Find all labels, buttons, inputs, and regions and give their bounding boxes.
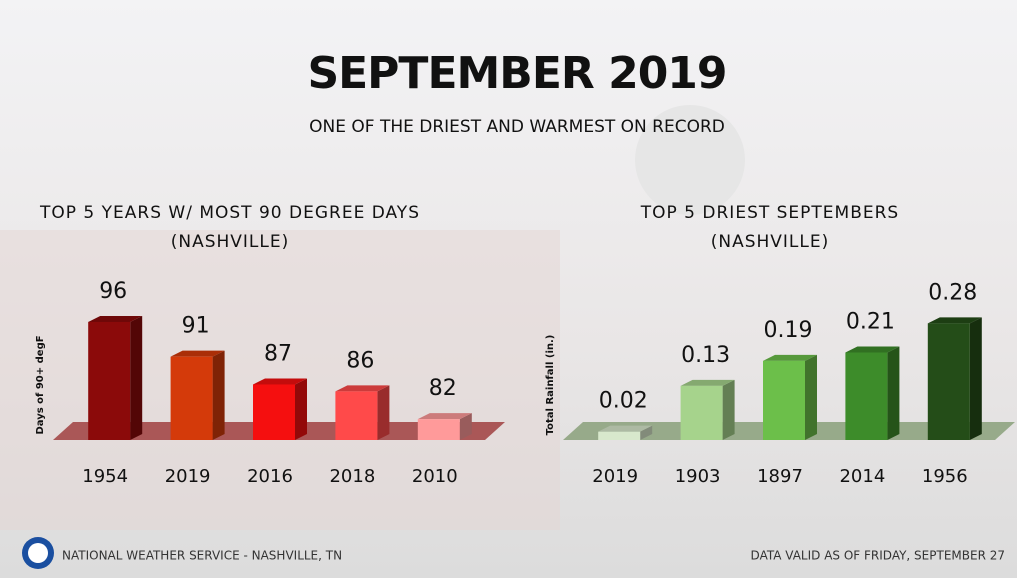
x-tick-label: 1956 <box>922 466 968 487</box>
x-tick-label: 2010 <box>412 466 458 487</box>
x-tick-label: 2019 <box>165 466 211 487</box>
footer-right: DATA VALID AS OF FRIDAY, SEPTEMBER 27 <box>751 549 1005 563</box>
bar <box>88 322 130 440</box>
infographic: SEPTEMBER 2019 ONE OF THE DRIEST AND WAR… <box>0 0 1017 578</box>
bar-side <box>377 385 389 440</box>
chart-title: TOP 5 YEARS W/ MOST 90 DEGREE DAYS <box>39 203 420 223</box>
bar-side <box>805 355 817 440</box>
nws-logo-inner <box>28 543 48 563</box>
value-label: 0.19 <box>764 318 813 343</box>
chart-title: TOP 5 DRIEST SEPTEMBERS <box>640 203 899 223</box>
y-axis-label: Days of 90+ degF <box>35 335 46 434</box>
x-tick-label: 1897 <box>757 466 803 487</box>
page-title: SEPTEMBER 2019 <box>307 48 726 99</box>
value-label: 91 <box>182 314 210 339</box>
bar-side <box>295 378 307 440</box>
value-label: 0.21 <box>846 310 895 335</box>
chart-subtitle: (NASHVILLE) <box>171 232 290 252</box>
bar <box>418 419 460 440</box>
x-tick-label: 2016 <box>247 466 293 487</box>
value-label: 0.02 <box>599 389 648 414</box>
x-tick-label: 2019 <box>592 466 638 487</box>
x-tick-label: 2018 <box>329 466 375 487</box>
value-label: 82 <box>429 376 457 401</box>
bar-side <box>970 317 982 440</box>
bar-side <box>723 380 735 440</box>
y-axis-label: Total Rainfall (in.) <box>545 335 556 436</box>
x-tick-label: 1954 <box>82 466 128 487</box>
page-subtitle: ONE OF THE DRIEST AND WARMEST ON RECORD <box>309 117 725 137</box>
bar-side <box>887 347 899 441</box>
value-label: 0.13 <box>681 343 730 368</box>
value-label: 87 <box>264 341 292 366</box>
x-tick-label: 2014 <box>839 466 885 487</box>
bar <box>253 384 295 440</box>
chart-subtitle: (NASHVILLE) <box>711 232 830 252</box>
value-label: 86 <box>346 348 374 373</box>
bar-side <box>213 351 225 440</box>
bar <box>598 432 640 440</box>
bar-side <box>130 316 142 440</box>
bar <box>928 323 970 440</box>
footer-left: NATIONAL WEATHER SERVICE - NASHVILLE, TN <box>62 549 342 563</box>
bar <box>171 357 213 440</box>
x-tick-label: 1903 <box>675 466 721 487</box>
bar <box>335 391 377 440</box>
value-label: 0.28 <box>928 280 977 305</box>
bar <box>681 386 723 440</box>
value-label: 96 <box>99 279 127 304</box>
bar <box>763 361 805 440</box>
bar <box>845 353 887 441</box>
